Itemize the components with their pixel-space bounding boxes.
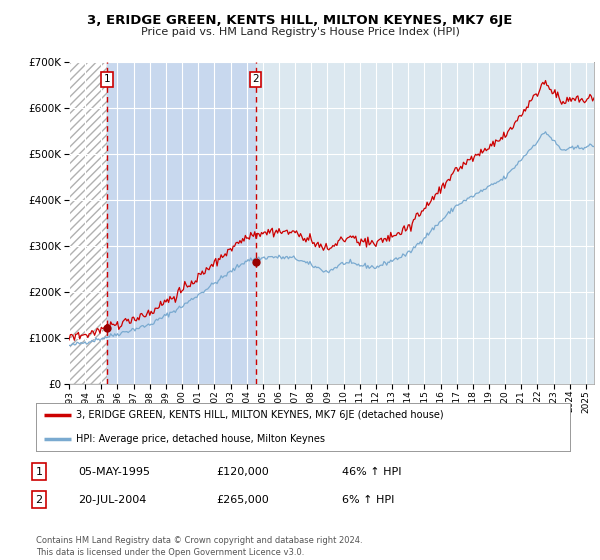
- Text: £120,000: £120,000: [216, 466, 269, 477]
- Text: £265,000: £265,000: [216, 494, 269, 505]
- Text: 1: 1: [104, 74, 110, 85]
- Bar: [69, 62, 107, 384]
- Text: HPI: Average price, detached house, Milton Keynes: HPI: Average price, detached house, Milt…: [76, 434, 325, 444]
- Bar: [107, 62, 256, 384]
- Text: 05-MAY-1995: 05-MAY-1995: [78, 466, 150, 477]
- Text: 6% ↑ HPI: 6% ↑ HPI: [342, 494, 394, 505]
- Text: 2: 2: [252, 74, 259, 85]
- Text: Price paid vs. HM Land Registry's House Price Index (HPI): Price paid vs. HM Land Registry's House …: [140, 27, 460, 37]
- Text: 3, ERIDGE GREEN, KENTS HILL, MILTON KEYNES, MK7 6JE (detached house): 3, ERIDGE GREEN, KENTS HILL, MILTON KEYN…: [76, 410, 443, 420]
- Bar: [69, 62, 107, 384]
- Text: Contains HM Land Registry data © Crown copyright and database right 2024.
This d: Contains HM Land Registry data © Crown c…: [36, 536, 362, 557]
- Text: 20-JUL-2004: 20-JUL-2004: [78, 494, 146, 505]
- Text: 46% ↑ HPI: 46% ↑ HPI: [342, 466, 401, 477]
- Text: 2: 2: [35, 494, 43, 505]
- Text: 3, ERIDGE GREEN, KENTS HILL, MILTON KEYNES, MK7 6JE: 3, ERIDGE GREEN, KENTS HILL, MILTON KEYN…: [88, 14, 512, 27]
- Text: 1: 1: [35, 466, 43, 477]
